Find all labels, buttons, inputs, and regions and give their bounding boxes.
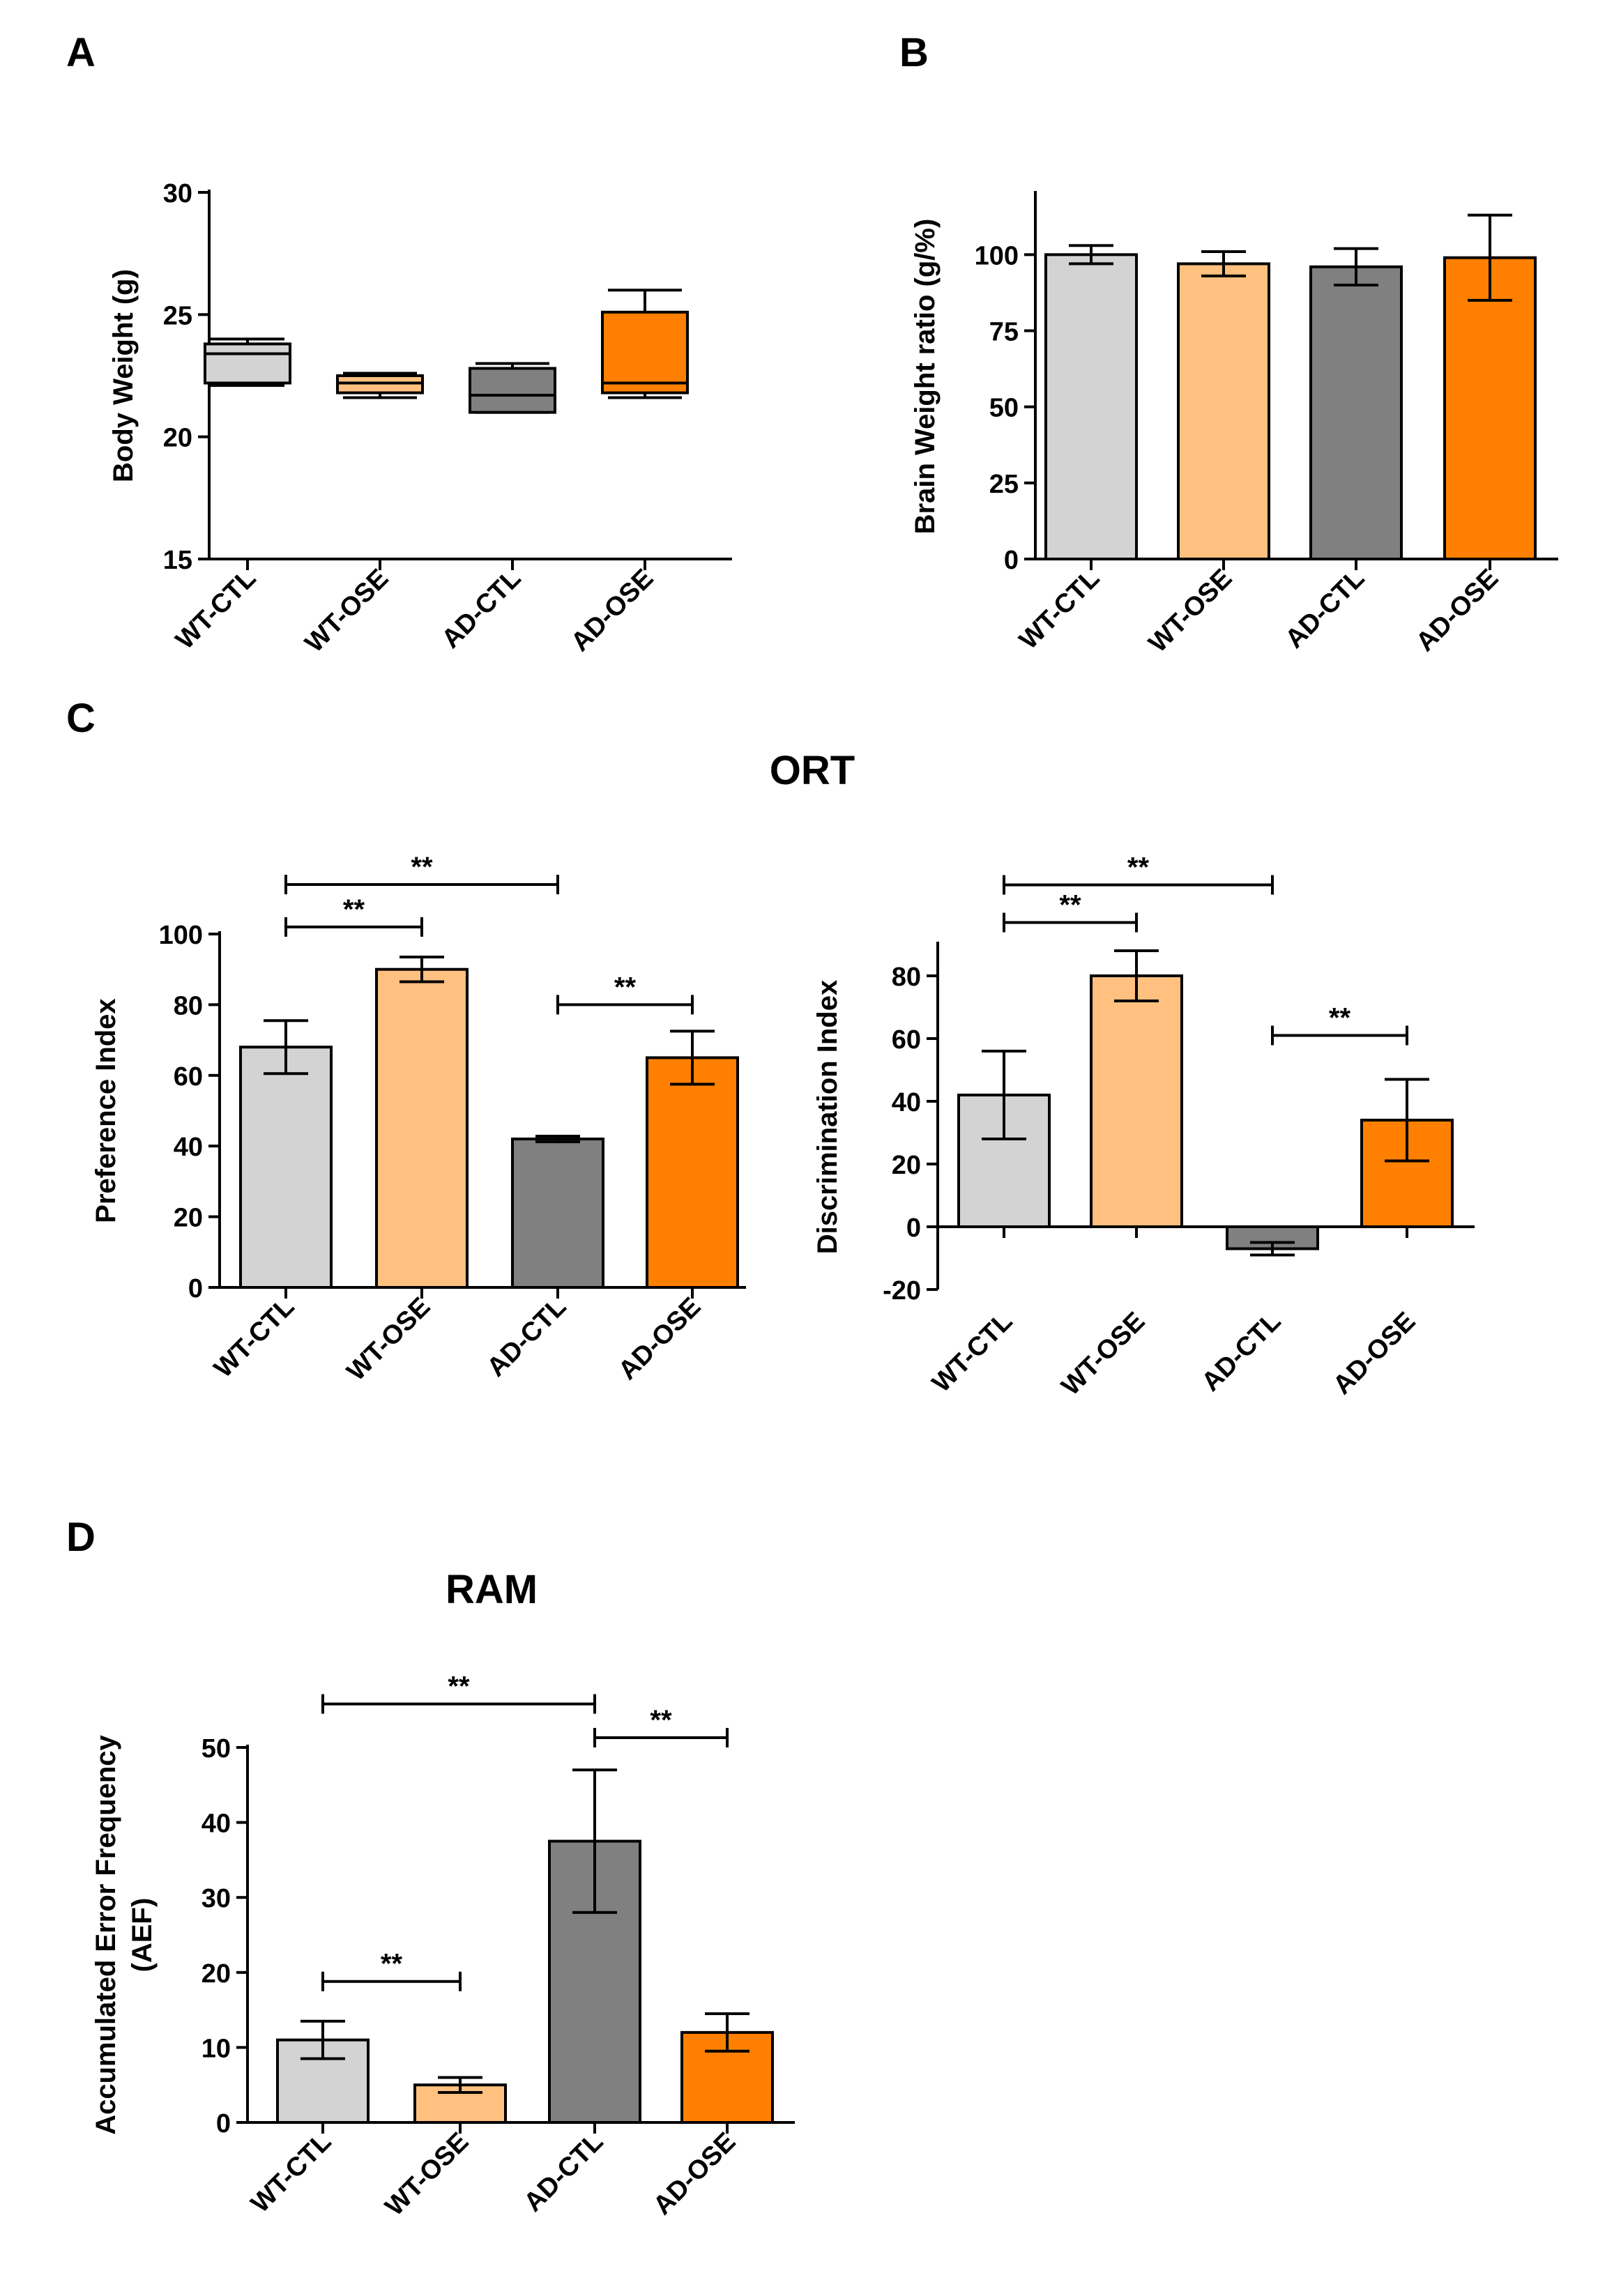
x-tick-label: WT-OSE [380, 2127, 475, 2222]
significance-label: ** [381, 1949, 403, 1980]
y-tick-label: 30 [201, 1884, 231, 1913]
box-body [469, 367, 556, 414]
x-tick-label: AD-OSE [613, 1292, 706, 1386]
y-tick-label: 100 [159, 921, 203, 950]
significance-label: ** [650, 1705, 672, 1736]
y-tick-label: 100 [975, 241, 1019, 270]
y-tick-label: 0 [188, 1274, 203, 1303]
x-tick-label: AD-CTL [1196, 1307, 1287, 1398]
bar [1044, 253, 1138, 560]
y-tick-label: 25 [989, 470, 1019, 499]
bar [511, 1138, 604, 1289]
y-tick-label: 0 [216, 2109, 231, 2138]
bar [1090, 974, 1183, 1228]
y-axis-label: Body Weight (g) [108, 269, 139, 482]
x-tick-label: AD-CTL [436, 564, 527, 655]
y-tick-label: 80 [174, 991, 203, 1020]
bar [276, 2038, 370, 2124]
x-tick-label: WT-CTL [208, 1292, 300, 1384]
y-tick-label: 40 [201, 1809, 231, 1839]
y-tick-label: 20 [892, 1151, 921, 1180]
y-tick-label: 50 [201, 1734, 231, 1763]
y-tick-label: 30 [163, 179, 192, 208]
y-tick-label: 25 [163, 301, 192, 330]
y-tick-label: 0 [1004, 546, 1019, 575]
x-tick-label: WT-OSE [300, 564, 395, 659]
bar [1443, 256, 1537, 560]
y-tick-label: 15 [163, 546, 192, 575]
y-tick-label: 20 [163, 424, 192, 453]
y-axis-label: Brain Weight ratio (g/%) [910, 219, 941, 535]
x-tick-label: WT-CTL [170, 564, 261, 655]
y-tick-label: 50 [989, 394, 1019, 423]
panel-letter: A [66, 30, 96, 75]
y-axis-label: Preference Index [91, 998, 121, 1223]
bar [239, 1046, 333, 1289]
chart-title: RAM [446, 1567, 538, 1612]
y-tick-label: 40 [174, 1133, 203, 1162]
y-tick-label: 40 [892, 1088, 921, 1117]
chart-panel-1: A Body Weight (g) 15 20 25 30 WT-CTL WT-OSE AD-C… [66, 30, 732, 658]
y-tick-label: 20 [201, 1959, 231, 1989]
significance-label: ** [1329, 1003, 1351, 1034]
x-tick-label: WT-OSE [1056, 1307, 1151, 1402]
bar [1309, 265, 1403, 560]
box-body [601, 310, 689, 395]
x-tick-label: AD-CTL [519, 2127, 609, 2218]
y-axis-label: Accumulated Error Frequency [91, 1735, 121, 2135]
y-tick-label: 10 [201, 2034, 231, 2063]
y-tick-label: 20 [174, 1204, 203, 1233]
chart-title: ORT [770, 748, 855, 793]
y-tick-label: 0 [906, 1214, 921, 1243]
x-tick-label: WT-CTL [1014, 564, 1105, 655]
significance-label: ** [1127, 852, 1150, 883]
chart-panel-5: D RAM Accumulated Error Frequency (AEF) 0 10 2… [66, 1515, 795, 2221]
x-tick-label: AD-OSE [648, 2127, 741, 2221]
panel-letter: D [66, 1515, 96, 1560]
y-axis-label: Discrimination Index [812, 980, 843, 1254]
panel-letter: B [899, 30, 929, 75]
chart-panel-3: C ORT Preference Index 0 20 40 60 80 100 WT-CTL WT… [66, 696, 855, 1386]
x-tick-label: AD-CTL [1280, 564, 1371, 655]
chart-panel-2: B Brain Weight ratio (g/%) 0 25 50 75 100 WT-CT… [899, 30, 1558, 658]
bar [646, 1056, 739, 1289]
box-body [204, 342, 291, 385]
significance-label: ** [411, 852, 433, 882]
x-tick-label: AD-OSE [565, 564, 659, 657]
y-tick-label: 60 [174, 1062, 203, 1092]
y-tick-label: 80 [892, 963, 921, 992]
x-tick-label: AD-OSE [1410, 564, 1504, 657]
chart-panel-4: Discrimination Index -20 0 20 40 60 80 WT-CTL WT… [812, 852, 1475, 1402]
bar [375, 967, 469, 1289]
y-tick-label: 60 [892, 1025, 921, 1055]
bar [1177, 262, 1270, 560]
significance-label: ** [448, 1671, 470, 1702]
x-tick-label: WT-CTL [245, 2127, 337, 2219]
x-tick-label: AD-CTL [482, 1292, 572, 1383]
x-tick-label: WT-OSE [1143, 564, 1238, 659]
x-tick-label: AD-OSE [1327, 1307, 1421, 1400]
y-tick-label: 75 [989, 318, 1019, 347]
y-tick-label: -20 [883, 1276, 921, 1306]
x-tick-label: WT-CTL [927, 1307, 1018, 1398]
y-axis-label: (AEF) [127, 1898, 158, 1973]
significance-label: ** [343, 894, 365, 925]
significance-label: ** [1059, 890, 1081, 921]
significance-label: ** [614, 972, 637, 1002]
panel-letter: C [66, 696, 96, 741]
x-tick-label: WT-OSE [342, 1292, 436, 1387]
